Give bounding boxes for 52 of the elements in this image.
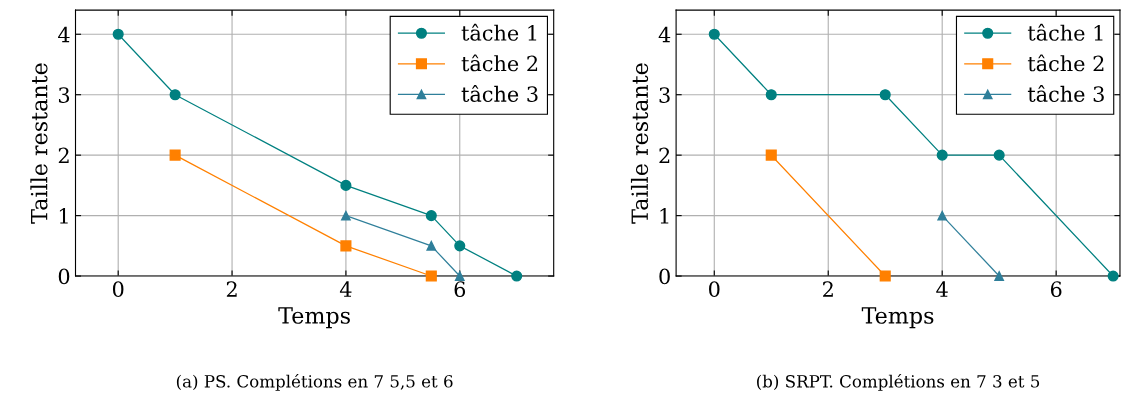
point: [169, 149, 181, 161]
x-axis-title: Temps: [861, 307, 934, 329]
point: [425, 210, 437, 222]
point: [340, 179, 352, 191]
point: [454, 271, 465, 281]
y-axis-title: Taille restante: [630, 63, 649, 224]
legend-label: tâche 2: [1027, 54, 1104, 72]
x-tick-label: 0: [112, 281, 124, 298]
y-tick-label: 2: [659, 147, 670, 164]
point: [994, 271, 1005, 281]
point: [879, 270, 891, 282]
y-tick-label: 1: [59, 208, 68, 224]
point: [1107, 270, 1119, 282]
point: [169, 89, 181, 101]
point: [765, 149, 777, 161]
point: [340, 240, 352, 252]
point: [993, 149, 1005, 161]
y-tick-label: 4: [658, 26, 671, 43]
point: [112, 28, 124, 40]
legend-label: tâche 3: [1027, 84, 1104, 102]
x-tick-label: 2: [823, 281, 833, 297]
text: (a) PS. Complétions en 7 5,5 et 6: [176, 374, 453, 391]
y-tick-label: 3: [58, 87, 70, 103]
legend-label: tâche 3: [461, 84, 538, 102]
point: [454, 240, 466, 252]
y-tick-label: 4: [58, 26, 70, 43]
legend-label: tâche 1: [1027, 23, 1103, 41]
point: [765, 89, 777, 101]
y-axis-title: Taille restante: [30, 63, 48, 224]
x-tick-label: 2: [226, 281, 237, 297]
x-tick-label: 4: [936, 281, 948, 297]
point: [936, 149, 948, 161]
x-axis-title: Temps: [278, 307, 350, 329]
point: [511, 270, 523, 282]
x-tick-label: 6: [454, 281, 466, 298]
y-tick-label: 0: [659, 268, 670, 285]
x-tick-label: 4: [339, 281, 352, 297]
point: [341, 210, 351, 221]
legend-label: tâche 2: [461, 54, 538, 72]
point: [425, 270, 437, 282]
x-tick-label: 0: [709, 281, 720, 298]
y-tick-label: 3: [659, 87, 670, 103]
point: [708, 28, 720, 40]
point: [937, 210, 948, 221]
point: [879, 89, 891, 101]
text: (b) SRPT. Complétions en 7 3 et 5: [757, 374, 1040, 391]
y-tick-label: 0: [58, 268, 70, 285]
y-tick-label: 2: [58, 147, 69, 164]
point: [426, 240, 437, 251]
x-tick-label: 6: [1050, 281, 1062, 298]
y-tick-label: 1: [660, 208, 669, 224]
legend-label: tâche 1: [461, 23, 537, 41]
